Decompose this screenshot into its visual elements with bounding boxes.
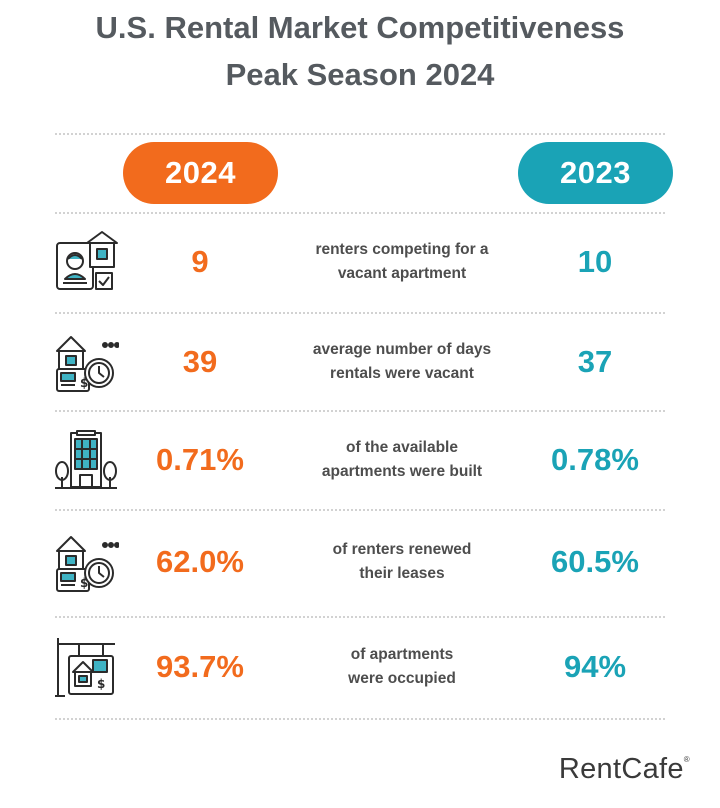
divider [55,133,665,135]
brand-name: RentCafe [558,753,684,785]
stat-description-line-2: their leases [359,565,445,582]
stat-row-apartments-built: 0.71% of the available apartments were b… [0,410,720,510]
stat-description: renters competing for a vacant apartment [292,238,512,286]
stat-description-line-2: vacant apartment [337,265,467,282]
stat-description: of renters renewed their leases [292,538,512,586]
value-2024: 9 [191,244,209,279]
value-2023: 10 [577,244,613,279]
year-2023-badge: 2023 [518,142,673,204]
stat-row-apartments-occupied: $ 93.7% of apartments were occupied 94% [0,616,720,718]
page-title: U.S. Rental Market Competitiveness Peak … [0,4,720,98]
divider [55,616,665,618]
divider [55,410,665,412]
registered-mark: ® [683,755,690,764]
vacancy-days-clock-icon: $ [56,336,119,392]
value-2024: 62.0% [156,544,244,579]
svg-text:$: $ [80,376,88,390]
lease-renewal-clock-icon: $ [56,536,119,592]
stat-description-line-1: of renters renewed [332,541,472,558]
stat-row-leases-renewed: $ 62.0% of renters renewed their leases … [0,509,720,615]
svg-text:$: $ [80,576,88,590]
value-2024: 0.71% [156,442,244,477]
occupied-sign-icon: $ [55,638,115,697]
value-2023: 0.78% [551,442,639,477]
stat-description-line-2: rentals were vacant [330,365,474,382]
stat-description-line-1: of the available [346,439,458,456]
value-2023: 37 [577,344,613,379]
svg-text:$: $ [97,677,105,691]
divider [55,312,665,314]
stat-description-line-1: of apartments [350,646,454,663]
divider [55,718,665,720]
stat-description: of apartments were occupied [292,643,512,691]
brand-logo: RentCafe® [559,753,690,786]
stat-description-line-1: renters competing for a [315,241,489,258]
year-2024-badge: 2024 [123,142,278,204]
stat-description-line-1: average number of days [312,341,492,358]
value-2024: 93.7% [156,649,244,684]
renter-application-icon [56,231,118,290]
stat-description-line-2: apartments were built [321,463,483,480]
divider [55,509,665,511]
title-line-2: Peak Season 2024 [225,57,495,92]
title-line-1: U.S. Rental Market Competitiveness [95,10,625,45]
stat-row-days-vacant: $ 39 average number of days rentals were… [0,312,720,412]
stat-description: average number of days rentals were vaca… [292,338,512,386]
stat-description: of the available apartments were built [292,436,512,484]
stat-row-renters-competing: 9 renters competing for a vacant apartme… [0,212,720,312]
new-building-icon [55,430,117,489]
value-2023: 94% [563,649,627,684]
value-2023: 60.5% [551,544,639,579]
stat-description-line-2: were occupied [348,670,456,687]
value-2024: 39 [182,344,218,379]
divider [55,212,665,214]
